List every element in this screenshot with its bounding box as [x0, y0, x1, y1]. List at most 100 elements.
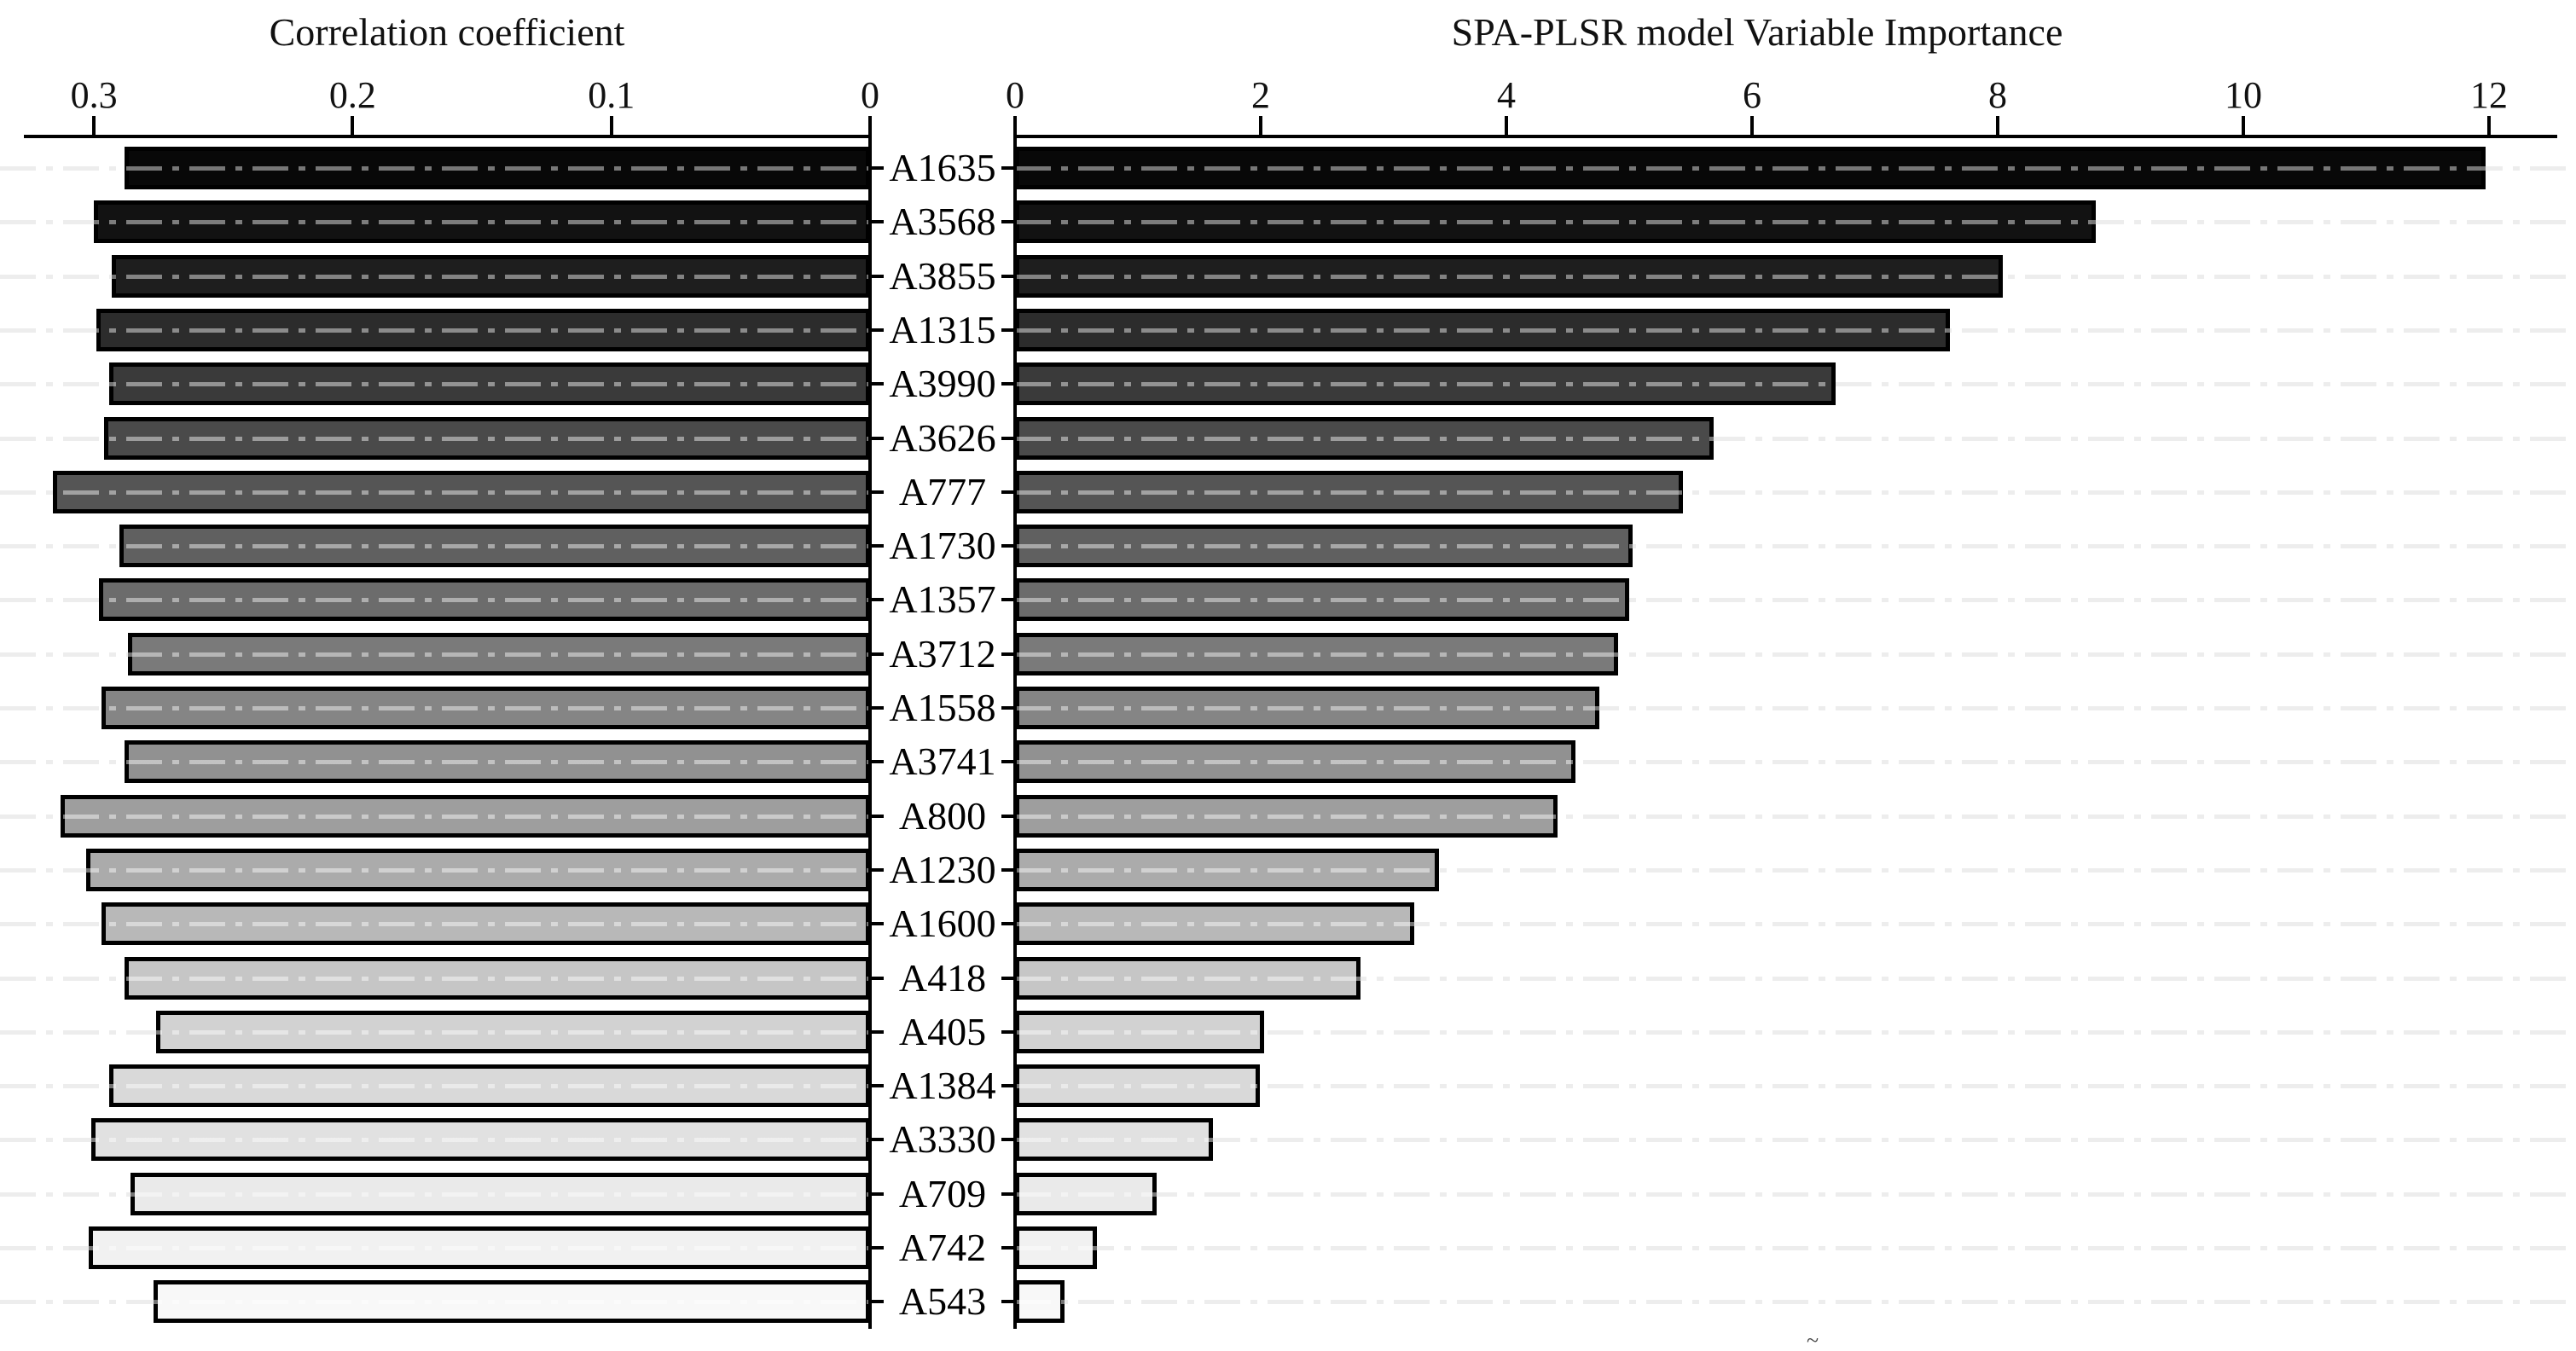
row-gridline-right — [1015, 437, 2576, 441]
category-tick-right — [1001, 706, 1015, 710]
right-axis-tick — [1996, 116, 1999, 135]
category-tick-left — [870, 275, 884, 278]
right-axis-tick — [2487, 116, 2491, 135]
row-gridline-left-overlay — [0, 977, 870, 981]
corr-bar-A777 — [53, 471, 870, 513]
row-gridline-left-overlay — [0, 490, 870, 495]
corr-bar-A405 — [156, 1011, 870, 1053]
category-label-A1357: A1357 — [889, 577, 996, 621]
right-axis-tick-label: 2 — [1251, 74, 1270, 116]
category-label-A3990: A3990 — [889, 362, 996, 405]
row-gridline-right-overlay — [1015, 1192, 2576, 1197]
category-tick-right — [1001, 815, 1015, 818]
importance-bar-A3741 — [1015, 740, 1575, 783]
row-gridline-right — [1015, 1138, 2576, 1142]
row-gridline-right-overlay — [1015, 760, 2576, 764]
row-gridline-right — [1015, 652, 2576, 657]
right-axis-title: SPA-PLSR model Variable Importance — [1451, 10, 2063, 54]
category-label-A1635: A1635 — [889, 146, 996, 189]
corr-bar-A1730 — [119, 525, 870, 567]
category-label-A3626: A3626 — [889, 416, 996, 460]
corr-bar-A3330 — [91, 1118, 870, 1161]
category-tick-right — [1001, 328, 1015, 332]
importance-bar-A1384 — [1015, 1064, 1260, 1107]
category-label-A405: A405 — [898, 1010, 987, 1053]
corr-bar-A1357 — [99, 578, 870, 621]
importance-bar-A3855 — [1015, 255, 2003, 298]
row-gridline-right-overlay — [1015, 220, 2576, 224]
importance-bar-A1357 — [1015, 578, 1629, 621]
category-label-A1384: A1384 — [889, 1064, 996, 1107]
row-gridline-right-overlay — [1015, 652, 2576, 657]
row-gridline-right — [1015, 490, 2576, 495]
right-axis-tick-label: 12 — [2470, 74, 2508, 116]
category-tick-left — [870, 166, 884, 170]
row-gridline-left-overlay — [0, 1246, 870, 1250]
category-label-A1600: A1600 — [889, 902, 996, 945]
row-gridline-right — [1015, 815, 2576, 819]
category-tick-right — [1001, 490, 1015, 494]
importance-bar-A1600 — [1015, 902, 1414, 945]
category-tick-left — [870, 760, 884, 763]
importance-bar-A543 — [1015, 1280, 1065, 1323]
category-tick-left — [870, 544, 884, 548]
row-gridline-right-overlay — [1015, 922, 2576, 926]
category-label-A418: A418 — [898, 956, 987, 1000]
row-gridline-right — [1015, 1300, 2576, 1304]
category-tick-right — [1001, 275, 1015, 278]
row-gridline-right-overlay — [1015, 706, 2576, 710]
row-gridline-right-overlay — [1015, 815, 2576, 819]
row-gridline-right-overlay — [1015, 1030, 2576, 1035]
importance-bar-A777 — [1015, 471, 1683, 513]
row-gridline-right — [1015, 598, 2576, 602]
category-tick-right — [1001, 382, 1015, 386]
importance-bar-A1558 — [1015, 687, 1599, 729]
importance-bar-A3712 — [1015, 633, 1618, 676]
category-label-A3330: A3330 — [889, 1117, 996, 1161]
category-tick-left — [870, 437, 884, 440]
right-axis-tick — [1259, 116, 1262, 135]
corr-bar-A800 — [61, 795, 870, 838]
row-gridline-right — [1015, 1030, 2576, 1035]
category-tick-left — [870, 922, 884, 925]
corr-bar-A1558 — [102, 687, 870, 729]
left-top-axis-line — [24, 135, 870, 138]
row-gridline-left-overlay — [0, 1300, 870, 1304]
row-gridline-left-overlay — [0, 922, 870, 926]
row-gridline-left-overlay — [0, 1192, 870, 1197]
corr-bar-A418 — [125, 957, 870, 1000]
row-gridline-right — [1015, 1246, 2576, 1250]
left-axis-tick-label: 0 — [861, 74, 879, 116]
row-gridline-right — [1015, 977, 2576, 981]
row-gridline-right-overlay — [1015, 166, 2576, 171]
left-axis-title: Correlation coefficient — [269, 10, 625, 54]
left-axis-tick — [92, 116, 96, 135]
row-gridline-left-overlay — [0, 868, 870, 873]
importance-bar-A709 — [1015, 1173, 1157, 1215]
category-tick-left — [870, 490, 884, 494]
category-tick-right — [1001, 760, 1015, 763]
category-label-A800: A800 — [898, 794, 987, 838]
row-gridline-right-overlay — [1015, 868, 2576, 873]
left-axis-tick — [868, 116, 872, 135]
row-gridline-right-overlay — [1015, 598, 2576, 602]
row-gridline-right — [1015, 706, 2576, 710]
category-tick-right — [1001, 437, 1015, 440]
category-tick-right — [1001, 1084, 1015, 1087]
category-label-A3568: A3568 — [889, 200, 996, 243]
category-tick-left — [870, 1138, 884, 1141]
importance-bar-A800 — [1015, 795, 1558, 838]
category-tick-left — [870, 328, 884, 332]
row-gridline-right-overlay — [1015, 382, 2576, 386]
row-gridline-left-overlay — [0, 437, 870, 441]
left-axis-tick-label: 0.2 — [328, 74, 376, 116]
category-tick-right — [1001, 977, 1015, 980]
row-gridline-right-overlay — [1015, 1300, 2576, 1304]
category-tick-left — [870, 652, 884, 656]
right-top-axis-line — [1015, 135, 2557, 138]
category-tick-left — [870, 382, 884, 386]
category-tick-right — [1001, 1030, 1015, 1034]
row-gridline-left-overlay — [0, 815, 870, 819]
category-tick-left — [870, 1192, 884, 1196]
